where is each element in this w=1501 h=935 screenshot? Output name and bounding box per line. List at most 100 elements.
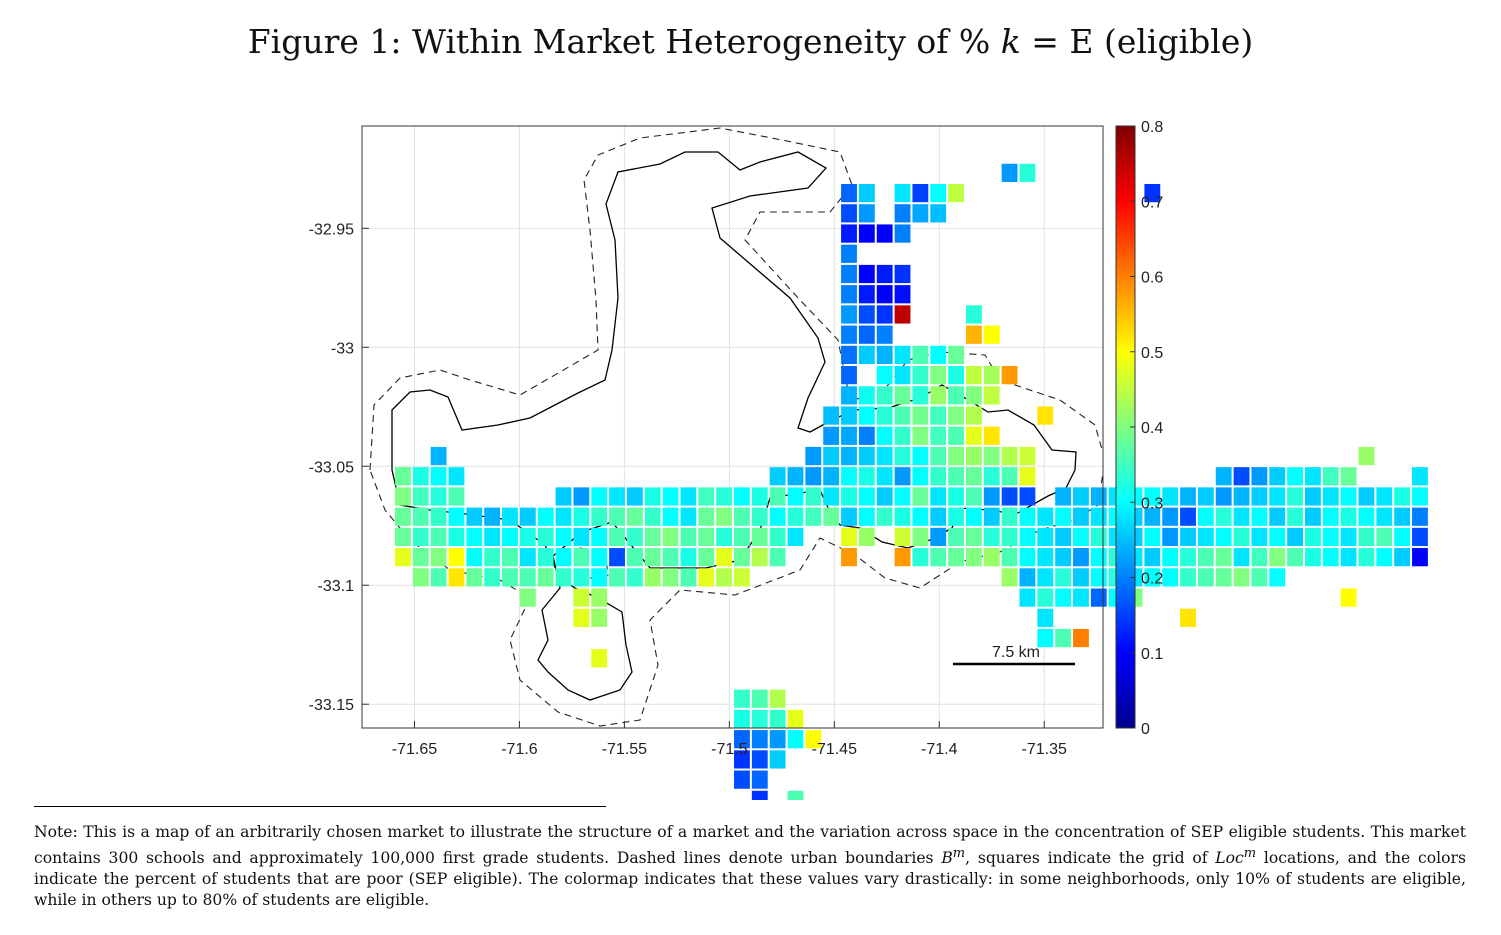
heatmap-cell	[537, 527, 554, 547]
heatmap-cell	[1412, 527, 1428, 547]
heatmap-cell	[948, 487, 964, 506]
heatmap-cell	[965, 426, 982, 445]
heatmap-cell	[805, 507, 822, 526]
heatmap-cell	[716, 548, 733, 567]
heatmap-cell	[1412, 487, 1428, 506]
heatmap-cell	[1304, 487, 1321, 506]
heatmap-cell	[662, 548, 679, 567]
heatmap-cell	[894, 366, 911, 385]
heatmap-cell	[1269, 467, 1286, 486]
heatmap-cell	[751, 507, 768, 526]
heatmap-cell	[1233, 527, 1250, 547]
heatmap-cell	[395, 467, 411, 486]
heatmap-cell	[555, 568, 572, 587]
heatmap-cell	[698, 548, 715, 567]
heatmap-cell	[858, 446, 875, 466]
heatmap-cell	[1322, 467, 1339, 486]
heatmap-cell	[769, 467, 786, 486]
heatmap-cell	[965, 446, 982, 466]
heatmap-cell	[769, 750, 786, 769]
heatmap-cell	[1073, 507, 1089, 526]
heatmap-cell	[1269, 507, 1286, 526]
heatmap-cell	[876, 264, 893, 284]
heatmap-cell	[983, 467, 1000, 486]
heatmap-cell	[573, 568, 590, 587]
heatmap-cell	[912, 446, 929, 466]
y-tick-label: -32.95	[309, 221, 354, 238]
heatmap-cell	[1412, 507, 1428, 526]
heatmap-cell	[751, 790, 768, 800]
heatmap-cell	[965, 487, 982, 506]
heatmap-cell	[751, 750, 768, 769]
heatmap-cell	[573, 548, 590, 567]
heatmap-cell	[662, 487, 679, 506]
heatmap-cell	[1001, 446, 1018, 466]
heatmap-cell	[1090, 548, 1107, 567]
heatmap-cell	[983, 366, 1000, 385]
heatmap-cell	[1001, 163, 1018, 182]
heatmap-cell	[841, 366, 857, 385]
heatmap-cell	[519, 507, 536, 526]
heatmap-cell	[769, 709, 786, 729]
heatmap-cell	[1269, 527, 1286, 547]
heatmap-cell	[395, 548, 411, 567]
heatmap-cell	[609, 527, 625, 547]
heatmap-cell	[858, 426, 875, 445]
heatmap-cell	[591, 608, 608, 627]
heatmap-cell	[1090, 507, 1107, 526]
heatmap-cell	[1073, 487, 1089, 506]
heatmap-cell	[841, 467, 857, 486]
y-axis-ticks: -32.95 -33 -33.05 -33.1 -33.15	[309, 221, 369, 714]
heatmap-cell	[466, 568, 483, 587]
heatmap-cell	[841, 325, 857, 344]
heatmap-cell	[965, 527, 982, 547]
heatmap-cell	[1304, 467, 1321, 486]
heatmap-cell	[1251, 527, 1268, 547]
heatmap-cell	[448, 568, 465, 587]
heatmap-cell	[412, 487, 429, 506]
heatmap-cell	[841, 244, 857, 263]
heatmap-cell	[1358, 548, 1375, 567]
x-axis-ticks: -71.65 -71.6 -71.55 -71.5 -71.45 -71.4 -71.35	[392, 721, 1067, 758]
heatmap-cell	[430, 446, 447, 466]
heatmap-cell	[591, 568, 608, 587]
heatmap-cell	[1180, 548, 1196, 567]
heatmap-cell	[1269, 548, 1286, 567]
heatmap-cell	[1394, 527, 1411, 547]
heatmap-cell	[1055, 487, 1072, 506]
heatmap-cell	[412, 548, 429, 567]
heatmap-cell	[965, 366, 982, 385]
heatmap-cell	[1001, 548, 1018, 567]
heatmap-cell	[948, 548, 964, 567]
heatmap-cell	[609, 487, 625, 506]
heatmap-cell	[769, 527, 786, 547]
heatmap-cell	[1251, 568, 1268, 587]
heatmap-cell	[894, 386, 911, 405]
heatmap-cell	[1322, 527, 1339, 547]
heatmap-cell	[912, 548, 929, 567]
heatmap-cell	[484, 507, 501, 526]
heatmap-cell	[395, 527, 411, 547]
heatmap-cell	[1197, 548, 1214, 567]
heatmap-cell	[448, 548, 465, 567]
heatmap-cell	[858, 406, 875, 425]
heatmap-cell	[858, 345, 875, 365]
heatmap-cell	[573, 588, 590, 607]
y-tick-label: -33.15	[309, 697, 354, 714]
heatmap-cell	[823, 507, 840, 526]
heatmap-cell	[1144, 527, 1161, 547]
heatmap-cell	[876, 224, 893, 243]
plot-frame	[361, 125, 1104, 729]
heatmap-cell	[912, 183, 929, 203]
heatmap-cell	[1304, 507, 1321, 526]
heatmap-cell	[1073, 628, 1089, 648]
heatmap-cell	[894, 527, 911, 547]
colorbar-tick-label: 0	[1141, 721, 1150, 738]
market-boundary	[391, 151, 1077, 701]
heatmap-cell	[858, 325, 875, 344]
heatmap-cell	[734, 709, 750, 729]
heatmap-cell	[519, 588, 536, 607]
heatmap-cell	[1037, 568, 1054, 587]
heatmap-cell	[965, 406, 982, 425]
heatmap-cell	[1304, 548, 1321, 567]
